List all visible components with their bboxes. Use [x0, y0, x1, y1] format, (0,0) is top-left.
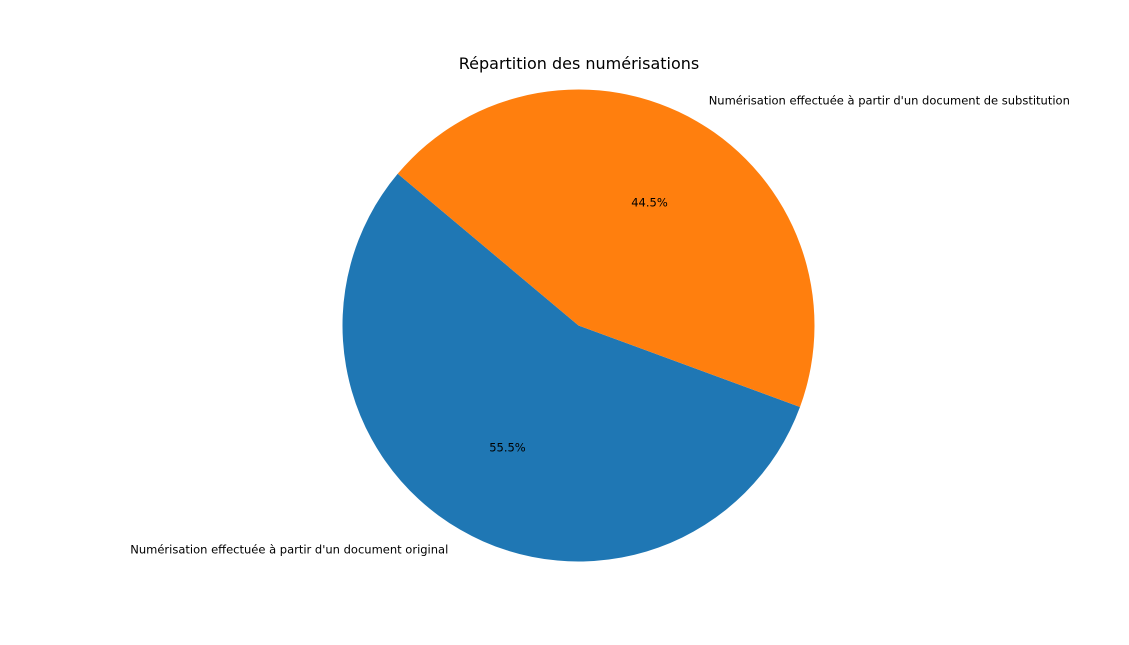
- slice-label-1: Numérisation effectuée à partir d'un doc…: [130, 543, 448, 557]
- pie-labels: Numérisation effectuée à partir d'un doc…: [130, 93, 1070, 556]
- slice-percent-label-1: 55.5%: [489, 441, 526, 455]
- pie-slices: [342, 89, 815, 562]
- slice-label-2: Numérisation effectuée à partir d'un doc…: [709, 93, 1070, 107]
- chart-title: Répartition des numérisations: [459, 54, 700, 73]
- pie-slice-1: [342, 173, 800, 562]
- pie-slice-2: [397, 89, 815, 407]
- slice-percent-label-2: 44.5%: [631, 195, 668, 209]
